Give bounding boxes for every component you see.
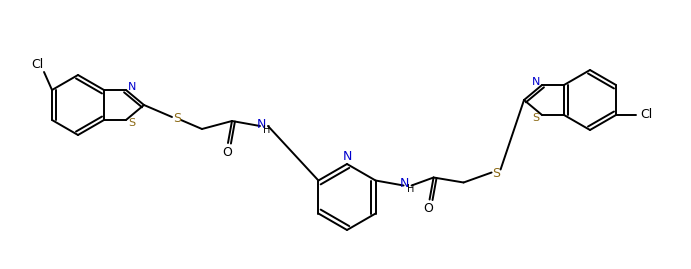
Text: O: O xyxy=(424,202,433,215)
Text: S: S xyxy=(173,111,181,125)
Text: H: H xyxy=(263,125,271,135)
Text: N: N xyxy=(342,150,352,162)
Text: S: S xyxy=(129,118,135,128)
Text: Cl: Cl xyxy=(31,58,43,70)
Text: O: O xyxy=(222,146,232,158)
Text: S: S xyxy=(533,113,540,123)
Text: N: N xyxy=(256,118,265,130)
Text: N: N xyxy=(532,77,540,87)
Text: H: H xyxy=(407,185,415,194)
Text: N: N xyxy=(128,82,136,92)
Text: N: N xyxy=(400,177,409,190)
Text: S: S xyxy=(493,167,500,180)
Text: Cl: Cl xyxy=(640,108,652,122)
